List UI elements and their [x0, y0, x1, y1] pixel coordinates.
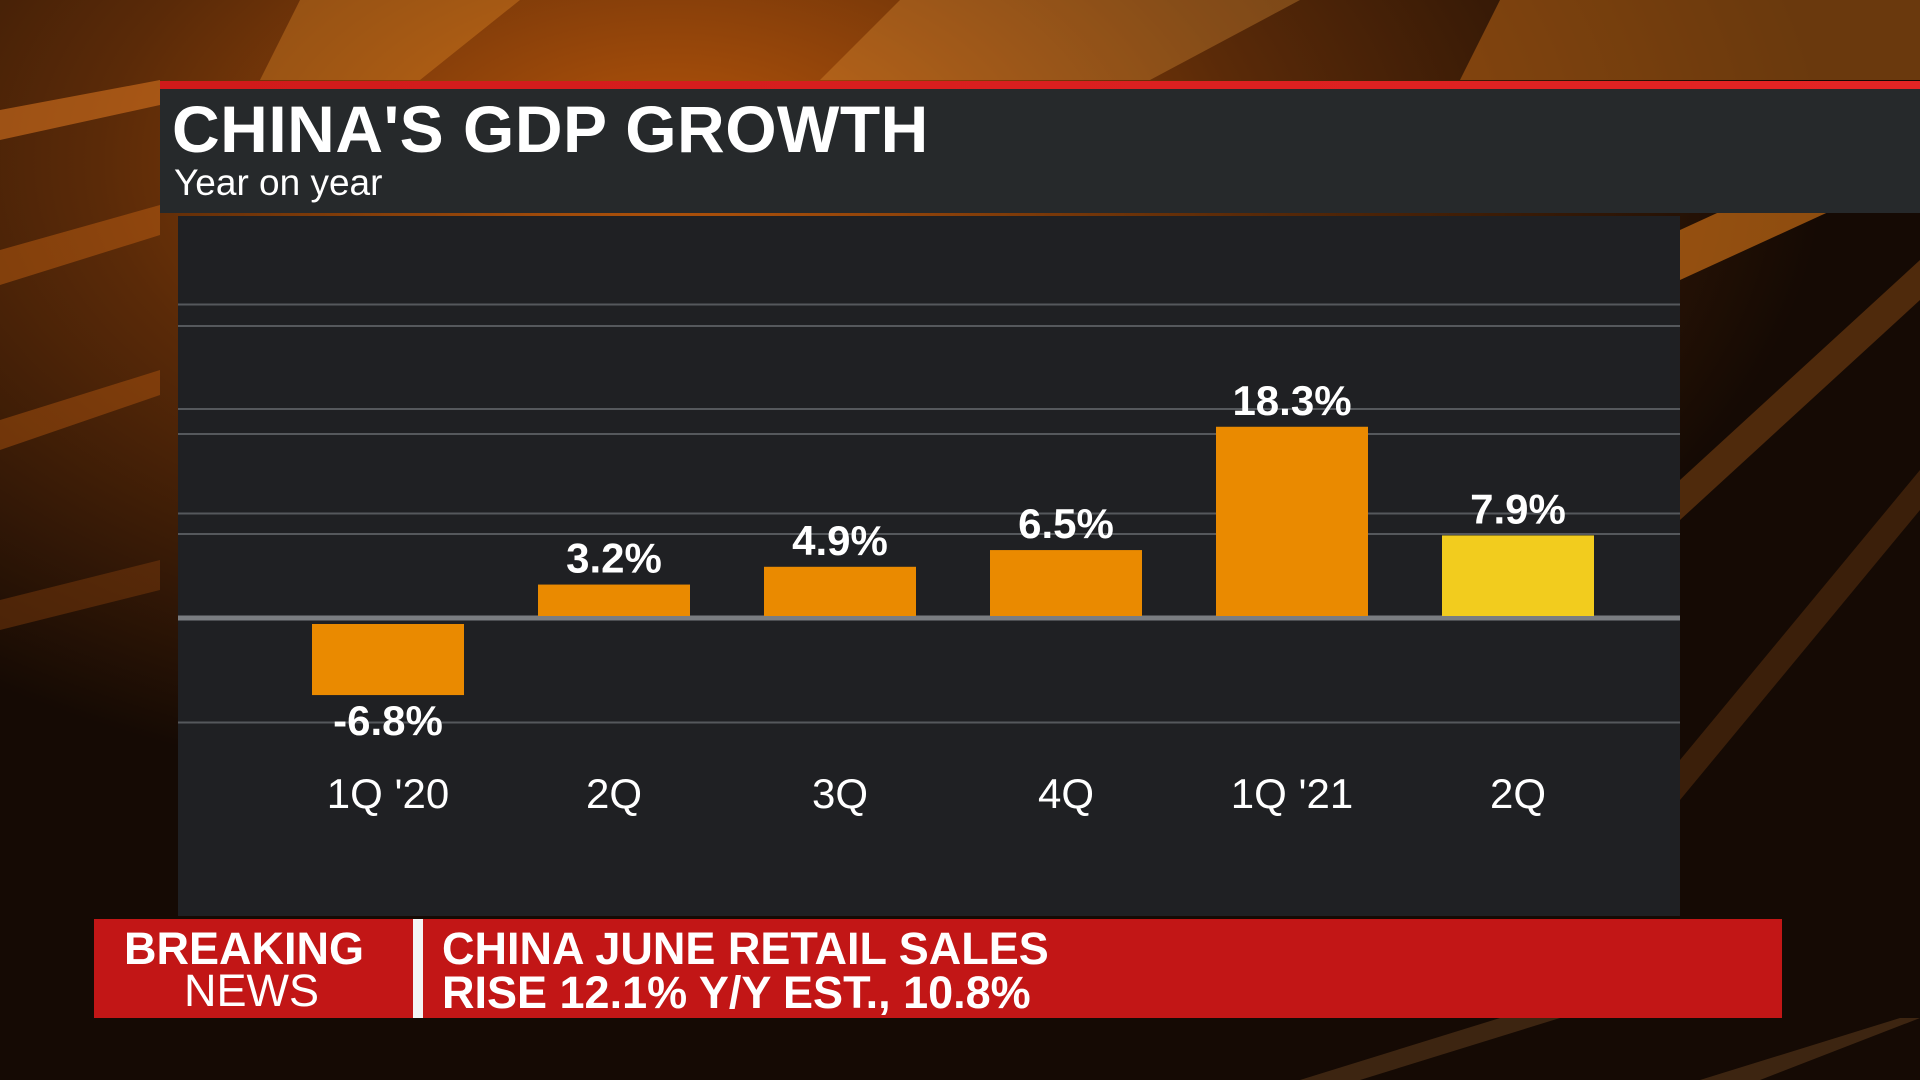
- breaking-news-ticker: [94, 919, 1782, 1018]
- ticker-badge-news: NEWS: [184, 965, 319, 1016]
- category-label-3: 3Q: [812, 770, 868, 817]
- plot-area: -6.8% 1Q '20 3.2% 2Q 4.9% 3Q 6.5% 4Q 18.3% 1Q '21…: [178, 216, 1680, 916]
- value-label-2: 3.2%: [566, 535, 662, 582]
- category-label-1: 1Q '20: [327, 770, 449, 817]
- bar-3: [764, 566, 916, 616]
- ticker-divider: [413, 919, 423, 1018]
- category-label-4: 4Q: [1038, 770, 1094, 817]
- ticker-headline-line1: CHINA JUNE RETAIL SALES: [442, 923, 1049, 974]
- bar-1: [312, 624, 464, 696]
- value-label-6: 7.9%: [1470, 485, 1566, 532]
- value-label-3: 4.9%: [792, 517, 888, 564]
- bar-4: [990, 550, 1142, 616]
- category-label-6: 2Q: [1490, 770, 1546, 817]
- ticker-badge-breaking: BREAKING: [124, 923, 365, 974]
- ticker-headline-line2: RISE 12.1% Y/Y EST., 10.8%: [442, 967, 1031, 1018]
- value-label-5: 18.3%: [1232, 377, 1351, 424]
- bar-5: [1216, 426, 1368, 616]
- category-label-2: 2Q: [586, 770, 642, 817]
- bar-2: [538, 584, 690, 616]
- title-accent-line: [160, 81, 1920, 89]
- category-label-5: 1Q '21: [1231, 770, 1353, 817]
- bar-chart: -6.8% 1Q '20 3.2% 2Q 4.9% 3Q 6.5% 4Q 18.3% 1Q '21…: [178, 303, 1680, 817]
- chart-subtitle: Year on year: [174, 162, 383, 203]
- bar-6: [1442, 535, 1594, 616]
- value-label-1: -6.8%: [333, 697, 443, 744]
- value-label-4: 6.5%: [1018, 500, 1114, 547]
- chart-title: CHINA'S GDP GROWTH: [172, 92, 929, 166]
- title-panel: [160, 81, 1920, 213]
